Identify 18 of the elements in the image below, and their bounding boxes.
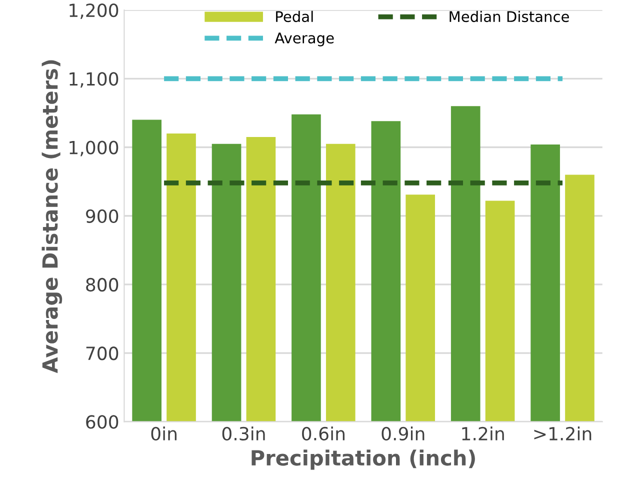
y-tick-label: 1,200 [70, 4, 118, 19]
y-axis-title: Average Distance (meters) [42, 60, 62, 374]
y-tick-label: 1,000 [70, 140, 118, 156]
legend-label: Pedal [276, 10, 313, 22]
x-tick-label: 0.3in [222, 426, 265, 441]
x-tick-label: 0.9in [382, 426, 424, 441]
legend-label: Median Distance [450, 10, 569, 22]
y-tick-label: 700 [86, 346, 118, 360]
y-tick-label: 1,100 [70, 72, 118, 88]
x-tick-label: 0.6in [302, 426, 344, 441]
y-tick-label: 900 [86, 209, 118, 223]
x-tick-label: 0in [151, 426, 176, 441]
x-tick-label: >1.2in [534, 426, 592, 440]
y-tick-label: 800 [86, 278, 118, 292]
legend-label: Average [274, 32, 334, 46]
x-axis-title: Precipitation (inch) [252, 450, 475, 470]
x-tick-label: 1.2in [462, 426, 504, 440]
y-tick-label: 600 [86, 415, 118, 429]
